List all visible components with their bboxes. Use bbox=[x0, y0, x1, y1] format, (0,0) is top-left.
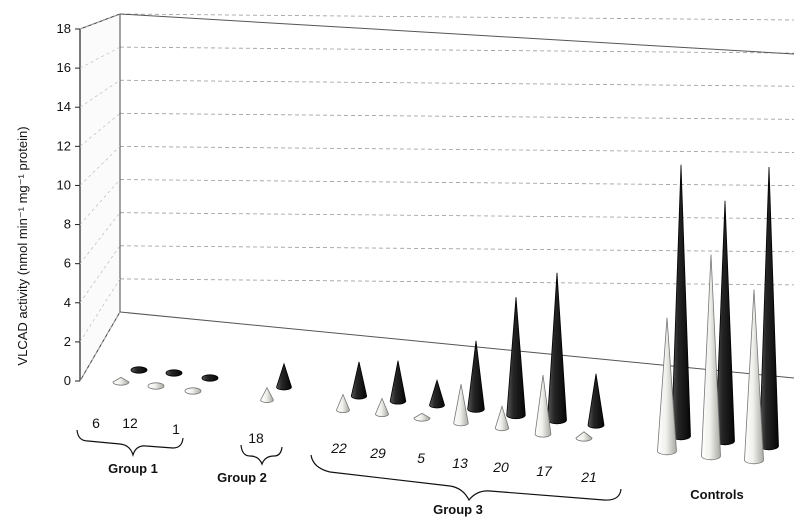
group-label: Group 1 bbox=[108, 461, 158, 476]
cone-light bbox=[534, 375, 552, 438]
back-wall-top-edge bbox=[119, 13, 794, 55]
side-gridline bbox=[79, 179, 121, 225]
category-labels: 6 12 1 18 22 29 5 13 20 17 21 Group 1 Group 2 Group 3… bbox=[76, 415, 744, 517]
y-tick-label: 12 bbox=[57, 138, 71, 153]
group-brace bbox=[310, 454, 622, 502]
cone-dark bbox=[467, 340, 485, 413]
gridline bbox=[119, 79, 794, 87]
y-tick-label: 14 bbox=[57, 99, 71, 114]
side-gridline bbox=[79, 113, 121, 147]
cone-light bbox=[336, 393, 350, 413]
cone-dark bbox=[201, 374, 219, 382]
y-axis-ticks: 0 2 4 6 8 10 12 14 16 18 bbox=[57, 13, 121, 388]
cone-light bbox=[453, 384, 469, 427]
cone-light bbox=[260, 386, 274, 403]
patient-id-label: 13 bbox=[452, 455, 468, 471]
gridline bbox=[119, 278, 794, 286]
cone-dark bbox=[506, 297, 526, 420]
cone-light bbox=[375, 397, 389, 417]
patient-id-label: 17 bbox=[536, 463, 553, 479]
gridline bbox=[119, 245, 794, 253]
y-axis-label: VLCAD activity (nmol min⁻¹ mg⁻¹ protein) bbox=[15, 126, 30, 365]
cone-dark bbox=[130, 366, 148, 374]
cone-dark bbox=[587, 373, 605, 429]
patient-id-label: 5 bbox=[417, 450, 425, 466]
y-tick-label: 6 bbox=[64, 256, 71, 271]
gridline bbox=[119, 146, 794, 153]
group-label: Group 3 bbox=[433, 502, 483, 517]
side-gridline bbox=[79, 79, 121, 108]
cone-light bbox=[575, 431, 593, 442]
cone-light bbox=[494, 404, 510, 432]
y-tick-label: 10 bbox=[57, 177, 71, 192]
patient-id-label: 18 bbox=[248, 430, 264, 446]
gridline bbox=[119, 13, 794, 21]
floor bbox=[80, 312, 794, 517]
side-gridline bbox=[79, 311, 121, 382]
cone-light bbox=[744, 289, 764, 465]
patient-id-label: 29 bbox=[369, 445, 386, 461]
gridline bbox=[119, 212, 794, 220]
patient-id-label: 1 bbox=[172, 421, 180, 437]
cone-dark bbox=[547, 272, 567, 425]
cone-dark bbox=[276, 362, 292, 391]
cones bbox=[112, 164, 779, 465]
gridline bbox=[119, 112, 794, 120]
side-wall bbox=[80, 14, 120, 381]
y-tick-label: 4 bbox=[64, 295, 71, 310]
group-brace bbox=[240, 444, 283, 466]
cone-dark bbox=[165, 369, 183, 377]
group-brace bbox=[76, 429, 184, 458]
side-gridline bbox=[79, 46, 121, 69]
cone-dark bbox=[671, 164, 691, 441]
cone-light bbox=[184, 387, 202, 395]
cone-light bbox=[701, 254, 721, 461]
patient-id-label: 20 bbox=[492, 459, 509, 475]
side-gridline bbox=[79, 212, 121, 264]
cone-light bbox=[657, 317, 677, 456]
cone-dark bbox=[389, 360, 407, 405]
patient-id-label: 22 bbox=[330, 440, 347, 456]
side-gridline bbox=[79, 278, 121, 343]
y-tick-label: 2 bbox=[64, 334, 71, 349]
y-tick-label: 18 bbox=[57, 21, 71, 36]
y-tick-label: 16 bbox=[57, 60, 71, 75]
cone-dark bbox=[429, 378, 445, 409]
group-label: Controls bbox=[690, 487, 743, 502]
gridline bbox=[119, 46, 794, 54]
side-gridline bbox=[79, 13, 121, 30]
cone-light bbox=[112, 376, 130, 386]
cone-dark bbox=[759, 166, 779, 451]
cone-dark bbox=[350, 361, 368, 400]
gridline bbox=[119, 179, 794, 186]
y-tick-label: 8 bbox=[64, 217, 71, 232]
chart-frame bbox=[79, 13, 794, 517]
patient-id-label: 12 bbox=[122, 415, 138, 431]
cone-light bbox=[147, 382, 165, 390]
group-label: Group 2 bbox=[217, 470, 267, 485]
patient-id-label: 21 bbox=[580, 469, 597, 485]
y-tick-label: 0 bbox=[64, 373, 71, 388]
patient-id-label: 6 bbox=[92, 415, 100, 431]
cone-light bbox=[413, 412, 431, 422]
